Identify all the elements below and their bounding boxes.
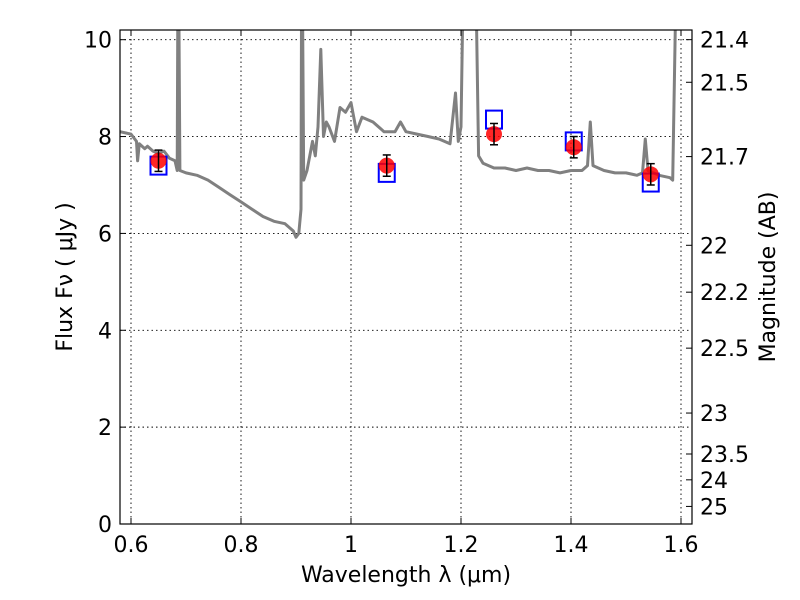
y2-tick-label: 22.5	[700, 337, 749, 362]
y2-tick-label: 21.5	[700, 71, 749, 96]
y2-tick-label: 22.2	[700, 281, 749, 306]
x-tick-label: 0.6	[114, 533, 149, 558]
x-tick-label: 1.2	[444, 533, 479, 558]
model-spectrum-line	[120, 30, 677, 239]
plot-area	[120, 30, 677, 239]
x-tick-label: 1.6	[664, 533, 699, 558]
y-tick-label: 4	[98, 319, 112, 344]
y-tick-label: 8	[98, 126, 112, 151]
plot-frame	[119, 29, 693, 525]
x-tick-label: 1.4	[554, 533, 589, 558]
y-axis-title: Flux Fν ( μJy )	[53, 202, 78, 351]
y2-axis-title: Magnitude (AB)	[756, 192, 781, 363]
y2-tick-label: 21.4	[700, 29, 749, 54]
y2-tick-label: 22	[700, 234, 728, 259]
y2-tick-label: 25	[700, 495, 728, 520]
y2-tick-label: 23	[700, 402, 728, 427]
grid	[120, 30, 692, 525]
y2-tick-label: 23.5	[700, 443, 749, 468]
y-tick-label: 10	[84, 29, 112, 54]
y2-tick-label: 21.7	[700, 146, 749, 171]
y-tick-label: 0	[98, 513, 112, 538]
y-tick-label: 6	[98, 222, 112, 247]
y-tick-label: 2	[98, 416, 112, 441]
x-tick-label: 0.8	[224, 533, 259, 558]
x-tick-label: 1	[344, 533, 358, 558]
x-axis-title: Wavelength λ (μm)	[301, 563, 511, 588]
y2-tick-label: 24	[700, 469, 728, 494]
